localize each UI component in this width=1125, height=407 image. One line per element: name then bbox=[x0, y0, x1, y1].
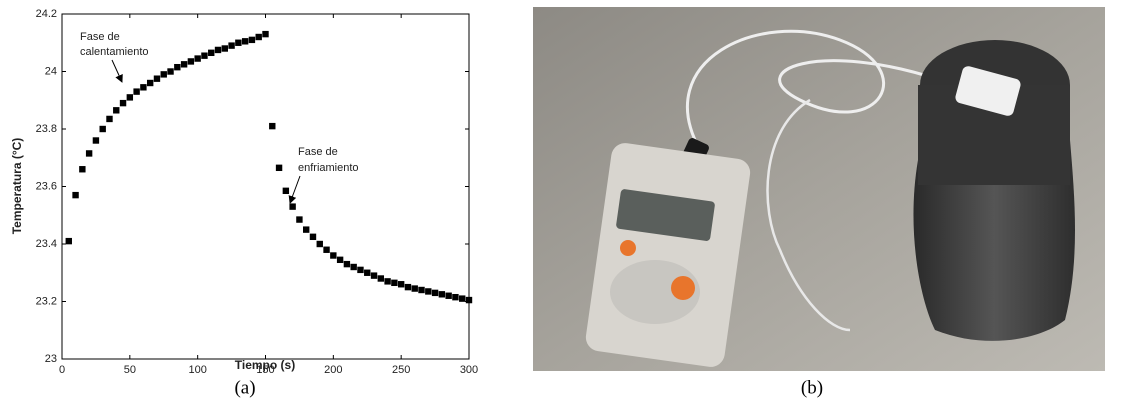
data-point bbox=[262, 30, 269, 38]
data-point bbox=[316, 240, 323, 248]
x-tick-label: 100 bbox=[188, 364, 206, 376]
x-tick-label: 250 bbox=[392, 364, 410, 376]
data-point bbox=[140, 84, 147, 91]
data-point bbox=[99, 125, 106, 133]
data-point bbox=[180, 61, 188, 68]
y-tick-label: 23.2 bbox=[36, 295, 57, 307]
data-point bbox=[167, 68, 174, 75]
data-point bbox=[248, 36, 256, 44]
data-point bbox=[174, 63, 181, 71]
y-tick-label: 23.6 bbox=[36, 180, 57, 192]
data-point bbox=[106, 115, 113, 123]
data-point bbox=[194, 55, 201, 62]
x-axis-label: Tiempo (s) bbox=[235, 358, 295, 372]
data-point bbox=[303, 226, 310, 233]
data-point bbox=[404, 283, 412, 291]
data-point bbox=[255, 33, 262, 41]
data-point bbox=[235, 39, 242, 46]
data-point bbox=[418, 286, 425, 294]
data-point bbox=[296, 216, 303, 223]
axes-frame bbox=[61, 13, 470, 360]
data-point bbox=[146, 79, 154, 87]
data-point bbox=[459, 295, 466, 302]
plot-area: 0 50 100 150 200 250 300 23 23.2 23.4 23.6 23.8 24 24… bbox=[36, 8, 479, 376]
data-point bbox=[113, 107, 120, 114]
data-point bbox=[431, 289, 439, 297]
annotation: calentamiento bbox=[80, 46, 149, 58]
data-point bbox=[357, 266, 364, 274]
x-tick-label: 0 bbox=[59, 364, 65, 376]
data-point bbox=[85, 150, 93, 157]
data-point bbox=[201, 52, 208, 59]
data-point bbox=[411, 285, 418, 292]
data-point bbox=[65, 237, 72, 245]
data-point bbox=[282, 187, 290, 195]
data-point bbox=[452, 293, 459, 301]
photo bbox=[533, 7, 1105, 371]
annotation-arrow bbox=[288, 175, 301, 204]
data-point bbox=[425, 288, 432, 295]
panel-label: (a) bbox=[234, 377, 255, 398]
data-point bbox=[79, 166, 86, 173]
annotation: Fase de bbox=[80, 31, 120, 43]
data-point bbox=[160, 71, 167, 78]
data-point bbox=[187, 58, 195, 65]
data-point bbox=[336, 256, 344, 264]
data-point bbox=[309, 233, 317, 241]
annotation: enfriamiento bbox=[298, 162, 359, 174]
x-tick-label: 50 bbox=[124, 364, 136, 376]
annotation-arrow bbox=[111, 59, 123, 83]
y-tick-label: 23.4 bbox=[36, 238, 57, 250]
x-tick-label: 150 bbox=[256, 364, 274, 376]
x-tick-label: 300 bbox=[460, 364, 478, 376]
data-point bbox=[153, 75, 161, 82]
y-tick-label: 24.2 bbox=[36, 8, 57, 20]
annotation: Fase de bbox=[298, 146, 338, 158]
x-tick-label: 200 bbox=[324, 364, 342, 376]
data-point bbox=[370, 272, 378, 279]
panel-label: (b) bbox=[801, 377, 823, 398]
data-point bbox=[323, 246, 330, 253]
data-point bbox=[343, 260, 351, 268]
y-tick-label: 23 bbox=[45, 353, 57, 365]
data-point bbox=[208, 49, 215, 57]
data-point bbox=[119, 99, 127, 107]
data-point bbox=[133, 88, 140, 95]
data-point bbox=[275, 164, 283, 172]
data-point bbox=[397, 281, 405, 288]
data-point bbox=[72, 191, 79, 199]
data-point bbox=[269, 122, 276, 130]
data-point bbox=[377, 275, 385, 282]
data-point bbox=[228, 42, 235, 49]
data-point bbox=[391, 279, 398, 287]
y-axis-label: Temperatura (°C) bbox=[10, 138, 24, 235]
data-point bbox=[384, 278, 391, 285]
data-point bbox=[438, 291, 446, 298]
data-point bbox=[364, 269, 371, 276]
data-point bbox=[126, 94, 134, 101]
y-tick-label: 24 bbox=[45, 65, 57, 77]
data-point bbox=[241, 38, 249, 45]
data-point bbox=[92, 137, 100, 144]
data-point bbox=[214, 46, 222, 54]
data-point bbox=[221, 45, 228, 52]
data-point bbox=[289, 203, 296, 210]
y-tick-label: 23.8 bbox=[36, 123, 57, 135]
data-point bbox=[445, 292, 452, 299]
data-point bbox=[350, 263, 357, 271]
data-point bbox=[330, 252, 337, 259]
